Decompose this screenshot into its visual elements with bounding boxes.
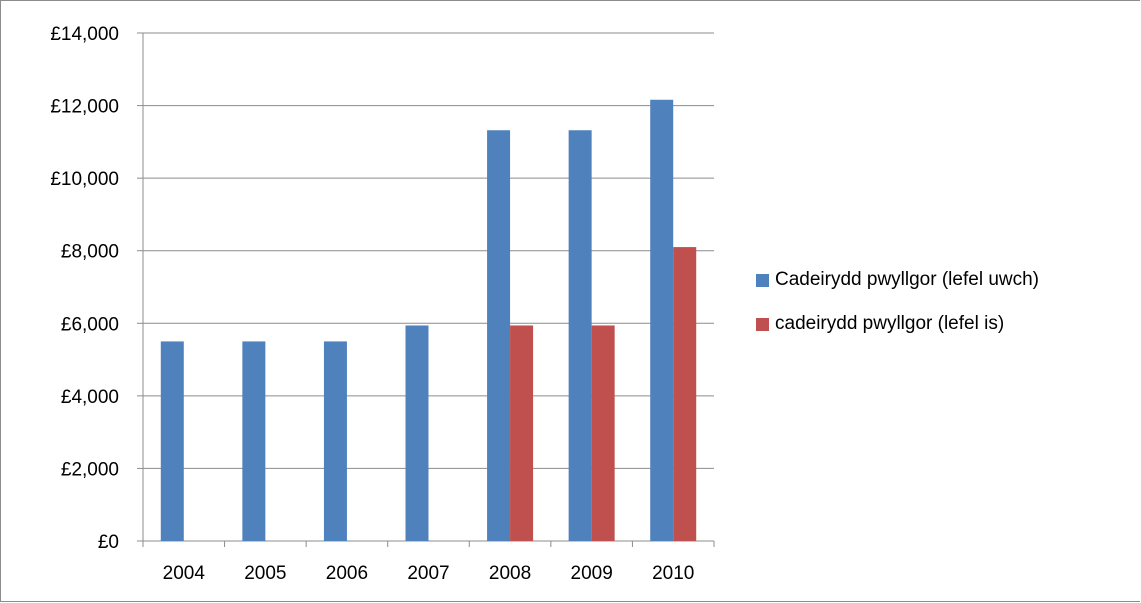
y-tick-label: £8,000 xyxy=(61,242,119,263)
gridlines xyxy=(143,32,714,469)
y-tick-label: £0 xyxy=(98,532,119,553)
bar-series-2 xyxy=(510,325,534,541)
bar-series-2 xyxy=(591,325,615,541)
bar-series-1 xyxy=(405,325,429,541)
bar-series-1 xyxy=(160,341,184,541)
legend-item-series-1: Cadeirydd pwyllgor (lefel uwch) xyxy=(756,269,1039,291)
x-tick-label: 2005 xyxy=(244,563,286,584)
y-tick-label: £10,000 xyxy=(50,169,119,190)
bar-series-1 xyxy=(487,130,511,541)
x-tick-label: 2007 xyxy=(407,563,449,584)
legend-swatch-series-1 xyxy=(756,273,769,287)
bars xyxy=(160,99,697,542)
y-tick-label: £6,000 xyxy=(61,314,119,335)
y-tick-label: £2,000 xyxy=(61,459,119,480)
x-tick-label: 2008 xyxy=(489,563,531,584)
x-tick-label: 2004 xyxy=(163,563,206,584)
x-tick-labels: 2004 2005 2006 2007 2008 2009 2010 xyxy=(163,563,695,584)
y-tick-labels: £0 £2,000 £4,000 £6,000 £8,000 £10,000 £12,000… xyxy=(50,24,119,553)
bar-series-1 xyxy=(242,341,266,541)
x-tick-label: 2009 xyxy=(571,563,613,584)
x-tick-label: 2006 xyxy=(326,563,368,584)
legend-item-series-2: cadeirydd pwyllgor (lefel is) xyxy=(756,313,1039,335)
bar-series-1 xyxy=(568,130,592,541)
bar-series-1 xyxy=(650,99,674,541)
bar-series-1 xyxy=(323,341,347,541)
legend-label-series-1: Cadeirydd pwyllgor (lefel uwch) xyxy=(775,269,1039,290)
y-tick-label: £14,000 xyxy=(50,24,119,45)
bar-series-2 xyxy=(673,247,697,542)
legend: Cadeirydd pwyllgor (lefel uwch) cadeiryd… xyxy=(756,269,1039,357)
legend-swatch-series-2 xyxy=(756,317,769,331)
y-tick-label: £4,000 xyxy=(61,387,119,408)
legend-label-series-2: cadeirydd pwyllgor (lefel is) xyxy=(775,313,1005,334)
x-tick-label: 2010 xyxy=(652,563,694,584)
y-tick-label: £12,000 xyxy=(50,97,119,118)
